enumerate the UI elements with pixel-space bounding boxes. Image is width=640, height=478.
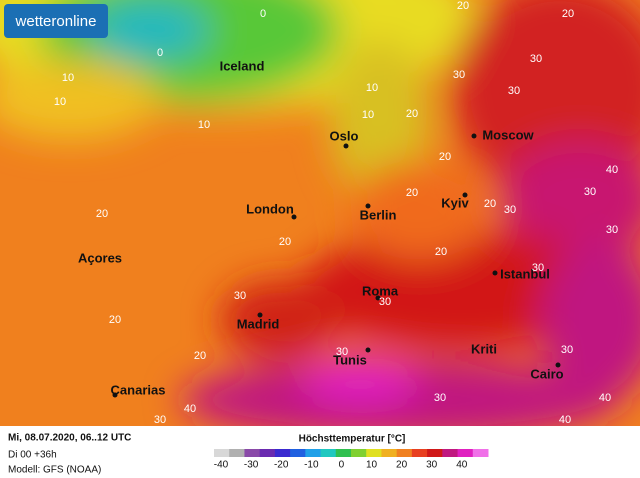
logo: wetteronline [15, 13, 97, 30]
legend-swatch [381, 449, 398, 457]
contour-label: 30 [508, 85, 520, 97]
city-dot [257, 312, 263, 318]
legend-swatch [442, 449, 459, 457]
contour-label: 20 [484, 198, 496, 210]
legend-swatch [472, 449, 489, 457]
legend-tick-label: -30 [244, 460, 259, 471]
contour-label: 0 [157, 47, 163, 59]
contour-label: 20 [439, 151, 451, 163]
footer-date: Mi, 08.07.2020, 06..12 UTC [8, 433, 131, 444]
contour-label: 30 [606, 224, 618, 236]
contour-label: 20 [279, 236, 291, 248]
contour-label: 30 [584, 186, 596, 198]
contour-label: 30 [504, 204, 516, 216]
legend-swatch [320, 449, 337, 457]
legend-tick-label: -10 [304, 460, 319, 471]
city-label: Kriti [471, 341, 497, 356]
legend-tick-label: -20 [274, 460, 289, 471]
legend-tick-label: 30 [426, 460, 438, 471]
legend-swatch [274, 449, 291, 457]
contour-label: 20 [109, 314, 121, 326]
city-label: Madrid [237, 316, 280, 331]
contour-label: 30 [532, 262, 544, 274]
legend-swatch [335, 449, 352, 457]
city-dot [112, 392, 118, 398]
legend-tick-label: 20 [396, 460, 408, 471]
legend-swatch [366, 449, 382, 457]
legend-swatch [305, 449, 322, 457]
city-dot [471, 133, 477, 139]
contour-label: 30 [336, 346, 348, 358]
contour-label: 30 [379, 296, 391, 308]
city-label: Cairo [530, 366, 563, 381]
city-label: London [246, 201, 294, 216]
legend-swatch [259, 449, 276, 457]
city-label: Berlin [360, 207, 397, 222]
city-dot [462, 192, 468, 198]
legend-tick-label: -40 [214, 460, 229, 471]
city-label: Kyiv [441, 195, 469, 210]
contour-label: 20 [96, 208, 108, 220]
legend-title: Höchsttemperatur [°C] [299, 434, 406, 445]
city-label: Oslo [330, 128, 359, 143]
city-dot [375, 295, 381, 301]
legend-swatch [290, 449, 306, 457]
legend-tick-label: 0 [339, 460, 345, 471]
contour-label: 30 [234, 290, 246, 302]
legend-swatch [229, 449, 245, 457]
contour-label: 30 [453, 69, 465, 81]
city-dot [492, 270, 498, 276]
city-label: Moscow [482, 127, 534, 142]
legend-swatch [396, 449, 413, 457]
contour-label: 40 [606, 164, 618, 176]
contour-label: 40 [599, 392, 611, 404]
contour-label: 20 [194, 350, 206, 362]
city-dot [365, 347, 371, 353]
legend-swatch [214, 449, 230, 457]
contour-label: 20 [457, 0, 469, 12]
legend-swatch [244, 449, 261, 457]
contour-label: 40 [184, 403, 196, 415]
city-dot [365, 203, 371, 209]
contour-label: 20 [435, 246, 447, 258]
city-label: Canarias [111, 382, 166, 397]
contour-label: 10 [62, 72, 74, 84]
city-label: Açores [78, 250, 122, 265]
city-dot [291, 214, 297, 220]
legend-tick-label: 40 [456, 460, 468, 471]
map-background: wetteronline [0, 0, 640, 440]
city-dot [555, 362, 561, 368]
contour-label: 30 [434, 392, 446, 404]
legend-swatch [351, 449, 367, 457]
city-label: Roma [362, 283, 399, 298]
legend-swatch [427, 449, 443, 457]
legend-swatch [457, 449, 474, 457]
city-label: Tunis [333, 352, 367, 367]
contour-label: 10 [198, 119, 210, 131]
footer-model: Modell: GFS (NOAA) [8, 465, 101, 476]
logo-box [4, 4, 108, 38]
contour-label: 20 [406, 108, 418, 120]
contour-label: 20 [406, 187, 418, 199]
contour-label: 10 [362, 109, 374, 121]
legend-swatch [411, 449, 428, 457]
city-label: Iceland [220, 58, 265, 73]
contour-label: 10 [54, 96, 66, 108]
contour-label: 40 [559, 414, 571, 426]
contour-label: 10 [366, 82, 378, 94]
city-label: Istanbul [500, 266, 550, 281]
contour-label: 30 [561, 344, 573, 356]
contour-label: 30 [530, 53, 542, 65]
contour-label: 0 [260, 8, 266, 20]
city-dot [343, 143, 349, 149]
legend-tick-label: 10 [366, 460, 378, 471]
contour-label: 20 [562, 8, 574, 20]
footer-run: Di 00 +36h [8, 450, 57, 461]
contour-label: 30 [154, 414, 166, 426]
